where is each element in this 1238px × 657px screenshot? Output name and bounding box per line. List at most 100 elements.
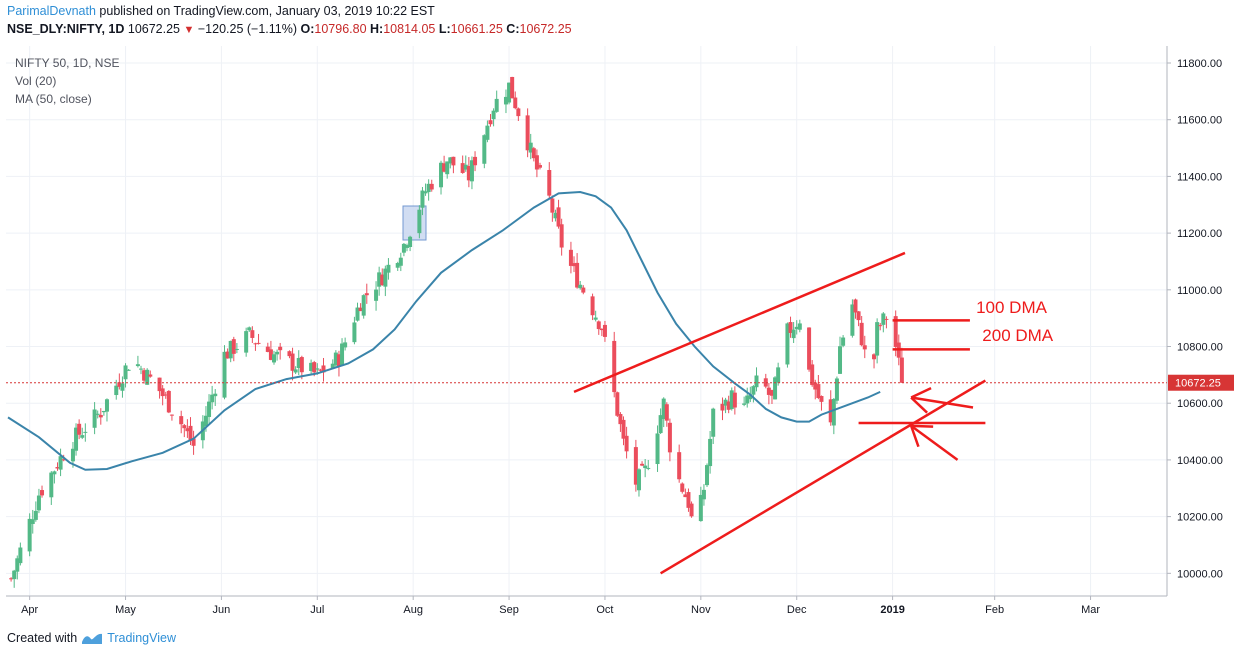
arrow-upper-head [910, 387, 932, 399]
price-tick-label: 11200.00 [1177, 228, 1222, 240]
down-arrow-icon: ▼ [183, 24, 195, 36]
candle-body [732, 392, 737, 408]
candle-body [872, 354, 877, 360]
candle-body [33, 510, 38, 520]
candle-body [203, 415, 208, 427]
candle-body [231, 339, 236, 354]
candle-body [333, 352, 338, 366]
last-price: 10672.25 [127, 22, 181, 36]
symbol: NSE_DLY:NIFTY, 1D [7, 22, 125, 36]
candle-body [330, 363, 335, 369]
candle-body [293, 369, 298, 373]
arrow-lower [910, 424, 959, 461]
arrow-upper-head [910, 396, 928, 414]
candle-body [188, 425, 193, 441]
candle-body [590, 296, 595, 316]
candle-body [708, 438, 713, 467]
time-tick-label: Dec [787, 604, 807, 616]
candle-body [40, 490, 45, 496]
price-chart[interactable]: 10000.00 10200.00 10400.00 10600.00 10800.00… [6, 46, 1234, 626]
candle-body [859, 322, 864, 346]
chart-area[interactable]: 10000.00 10200.00 10400.00 10600.00 10800.00… [6, 46, 1234, 626]
candle-body [677, 452, 682, 480]
candle-body [791, 329, 796, 339]
candle-body [18, 547, 23, 564]
candle-body [769, 390, 774, 396]
ma-50-line [7, 190, 881, 471]
candle-body [104, 399, 109, 412]
candle-body [336, 354, 341, 367]
candle-body [686, 492, 691, 508]
footer: Created with TradingView [7, 631, 176, 645]
candle-body [661, 398, 666, 419]
candle-body [355, 307, 360, 321]
price-axis: 10000.00 10200.00 10400.00 10600.00 10800.00… [1167, 58, 1223, 580]
candle-body [531, 148, 536, 159]
candle-body [658, 415, 663, 434]
dma-annotation-label: 200 DMA [982, 326, 1054, 345]
candle-body [813, 382, 818, 390]
candle-body [469, 160, 474, 182]
candle-body [448, 157, 453, 164]
candle-body [179, 416, 184, 425]
candle-body [491, 110, 496, 120]
candle-body [612, 340, 617, 393]
candle-body [420, 190, 425, 208]
candle-body [377, 272, 382, 287]
candle-body [247, 327, 252, 331]
candle-body [745, 395, 750, 404]
candle-body [83, 431, 88, 433]
candle-body [148, 374, 153, 377]
candle-body [445, 161, 450, 175]
candle-body [138, 368, 143, 370]
candle-body [875, 322, 880, 356]
candle-body [751, 386, 756, 395]
arrow-lower-head [909, 425, 920, 448]
candle-body [442, 163, 447, 172]
candle-body [881, 313, 886, 325]
time-tick-label: Jul [310, 604, 324, 616]
candle-body [191, 438, 196, 446]
candle-body [572, 263, 577, 267]
candle-body [265, 346, 270, 352]
candle-body [513, 97, 518, 109]
candle-body [680, 483, 685, 492]
candle-body [862, 345, 867, 350]
created-with-text: Created with [7, 631, 78, 645]
time-tick-label: Aug [403, 604, 423, 616]
candle-body [423, 191, 428, 194]
candle-body [15, 558, 20, 572]
candle-body [296, 358, 301, 369]
candle-body [299, 357, 304, 373]
candle-body [488, 120, 493, 125]
candle-body [899, 357, 904, 383]
candle-body [754, 375, 759, 388]
candle-body [210, 394, 215, 403]
candle-body [49, 472, 54, 498]
candle-body [853, 299, 858, 313]
candle-body [633, 447, 638, 485]
candle-body [575, 262, 580, 288]
candle-body [386, 264, 391, 273]
candle-body [61, 459, 66, 461]
candle-body [395, 263, 400, 268]
candle-body [352, 322, 357, 343]
open-label: O: [300, 22, 315, 36]
author-link[interactable]: ParimalDevnath [7, 4, 96, 18]
candle-body [429, 183, 434, 190]
arrow-upper [910, 396, 974, 409]
price-tick-label: 11600.00 [1177, 115, 1222, 127]
candle-body [878, 325, 883, 327]
arrow-lower-head [911, 424, 934, 428]
candle-body [773, 377, 778, 400]
candle-body [785, 323, 790, 365]
candle-body [503, 96, 508, 105]
channel-lower-line [659, 379, 987, 575]
candle-body [290, 353, 295, 371]
candle-body [114, 385, 119, 396]
tradingview-brand[interactable]: TradingView [107, 631, 176, 645]
price-tick-label: 10800.00 [1177, 342, 1223, 354]
candle-body [142, 370, 147, 381]
candle-body [225, 351, 230, 359]
candle-body [117, 382, 122, 387]
